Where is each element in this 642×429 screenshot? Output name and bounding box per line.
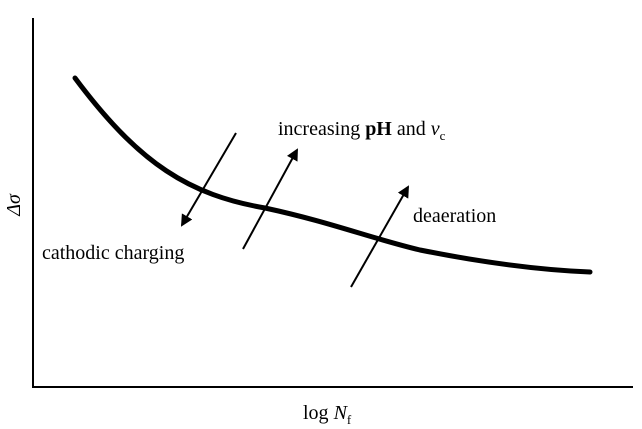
cathodic-charging-label: cathodic charging xyxy=(42,242,184,264)
fatigue-curve xyxy=(72,75,593,275)
deaeration-arrow xyxy=(350,185,409,288)
x-axis-var: N xyxy=(333,402,349,424)
increasing-text: increasing xyxy=(278,118,365,140)
cathodic-charging-arrow xyxy=(180,132,237,227)
x-axis-subscript: f xyxy=(347,412,352,427)
y-axis-label: Δσ xyxy=(3,193,25,217)
increasing-ph-label: increasing pH and νc xyxy=(278,118,446,143)
nu-subscript: c xyxy=(440,128,446,143)
and-text: and xyxy=(392,118,431,140)
nu-symbol: ν xyxy=(431,118,440,140)
ph-text: pH xyxy=(365,118,392,140)
x-axis-label: log Nf xyxy=(303,402,352,427)
deaeration-label: deaeration xyxy=(413,205,496,227)
x-axis-log-text: log xyxy=(303,402,334,424)
increasing-ph-arrow xyxy=(242,148,298,250)
